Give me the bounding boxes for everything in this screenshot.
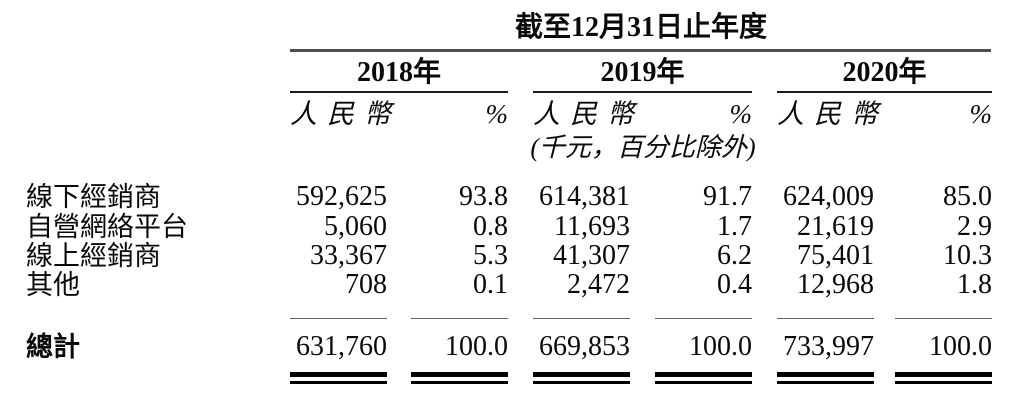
percent-header-2020: % [969, 99, 993, 129]
total-double-rule-bottom [655, 380, 752, 384]
pre-total-rule [895, 317, 992, 320]
total-double-rule-top [290, 372, 387, 377]
cell-2019-pct: 91.7 [703, 181, 752, 212]
total-double-rule-bottom [777, 380, 874, 384]
year-header-2020: 2020年 [842, 57, 927, 88]
cell-2019-pct: 6.2 [717, 240, 752, 271]
cell-2020-pct: 1.8 [957, 269, 992, 300]
cell-2019-rmb: 41,307 [553, 240, 630, 271]
cell-2019-rmb: 2,472 [567, 269, 630, 300]
cell-2018-pct: 0.1 [473, 269, 508, 300]
pre-total-rule [533, 317, 630, 320]
total-double-rule-bottom [533, 380, 630, 384]
cell-2020-pct: 85.0 [943, 181, 992, 212]
cell-2019-rmb: 11,693 [554, 211, 630, 242]
row-label-self-operated-platform: 自營網絡平台 [26, 212, 188, 242]
year-header-2018: 2018年 [356, 57, 441, 88]
cell-2018-pct: 93.8 [459, 181, 508, 212]
pre-total-rule [290, 317, 387, 320]
cell-2020-rmb: 12,968 [797, 269, 874, 300]
cell-2018-pct: 0.8 [473, 211, 508, 242]
cell-2018-rmb: 33,367 [310, 240, 387, 271]
cell-2018-rmb: 708 [345, 269, 387, 300]
cell-2019-pct: 0.4 [717, 269, 752, 300]
total-double-rule-bottom [895, 380, 992, 384]
cell-2018-rmb: 592,625 [296, 181, 387, 212]
cell-2019-pct: 1.7 [717, 211, 752, 242]
percent-header-2019: % [729, 99, 753, 129]
period-title: 截至12月31日止年度 [514, 12, 767, 43]
pre-total-rule [777, 317, 874, 320]
total-2019-rmb: 669,853 [539, 331, 630, 362]
cell-2020-rmb: 21,619 [797, 211, 874, 242]
currency-header-2018: 人民幣 [290, 99, 401, 129]
cell-2020-pct: 10.3 [943, 240, 992, 271]
total-double-rule-top [411, 372, 508, 377]
total-double-rule-top [533, 372, 630, 377]
year-header-2019: 2019年 [600, 57, 685, 88]
cell-2019-rmb: 614,381 [539, 181, 630, 212]
cell-2020-rmb: 75,401 [797, 240, 874, 271]
total-2018-rmb: 631,760 [296, 331, 387, 362]
year-group-rule-2020 [777, 91, 992, 93]
total-2020-rmb: 733,997 [783, 331, 874, 362]
total-double-rule-top [895, 372, 992, 377]
cell-2020-pct: 2.9 [957, 211, 992, 242]
cell-2020-rmb: 624,009 [783, 181, 874, 212]
currency-header-2020: 人民幣 [777, 99, 888, 129]
total-2018-pct: 100.0 [445, 331, 508, 362]
total-double-rule-top [655, 372, 752, 377]
total-double-rule-top [777, 372, 874, 377]
row-label-online-distributors: 線上經銷商 [26, 241, 161, 271]
total-double-rule-bottom [411, 380, 508, 384]
total-2019-pct: 100.0 [689, 331, 752, 362]
total-row-label: 總計 [26, 332, 80, 362]
pre-total-rule [655, 317, 752, 320]
year-group-rule-2018 [290, 91, 508, 93]
row-label-offline-distributors: 線下經銷商 [26, 182, 161, 212]
unit-note: (千元，百分比除外) [530, 133, 756, 162]
percent-header-2018: % [485, 99, 509, 129]
total-2020-pct: 100.0 [929, 331, 992, 362]
pre-total-rule [411, 317, 508, 320]
row-label-others: 其他 [26, 270, 80, 300]
total-double-rule-bottom [290, 380, 387, 384]
cell-2018-rmb: 5,060 [324, 211, 387, 242]
year-group-rule-2019 [533, 91, 752, 93]
cell-2018-pct: 5.3 [473, 240, 508, 271]
header-top-rule [290, 49, 991, 52]
currency-header-2019: 人民幣 [533, 99, 644, 129]
